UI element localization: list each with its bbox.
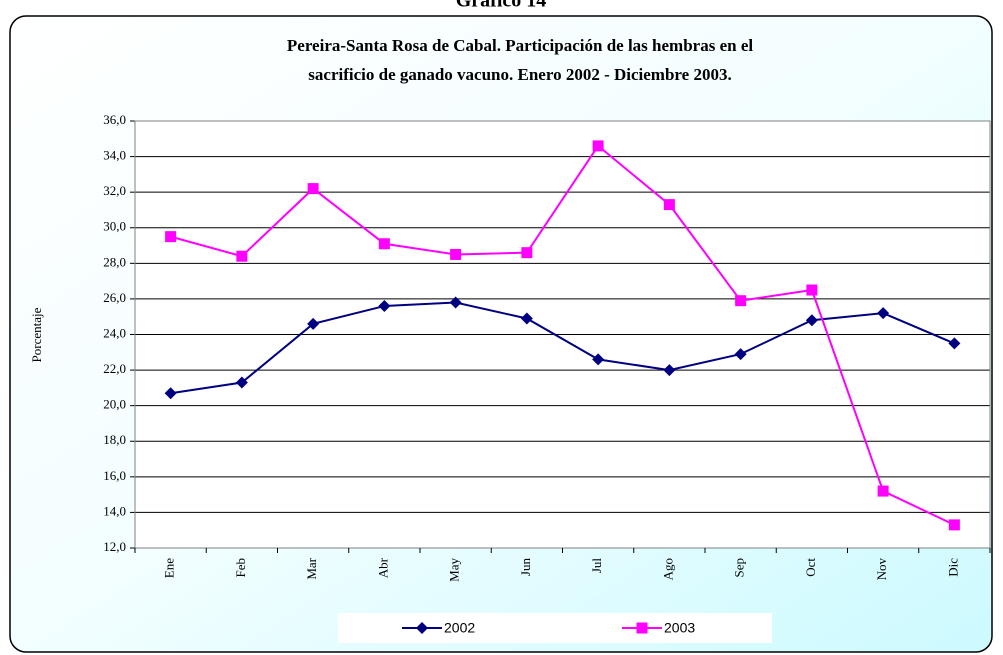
y-tick-label: 16,0 bbox=[103, 468, 126, 483]
data-point bbox=[449, 296, 462, 309]
data-point bbox=[806, 284, 818, 296]
y-tick-label: 32,0 bbox=[103, 183, 126, 198]
x-tick-label: May bbox=[447, 558, 462, 582]
y-axis-label: Porcentaje bbox=[29, 307, 44, 362]
data-point bbox=[165, 231, 177, 243]
data-point bbox=[235, 376, 248, 389]
data-point bbox=[877, 485, 889, 497]
series-line bbox=[170, 301, 955, 395]
legend-marker bbox=[636, 622, 648, 634]
data-point bbox=[307, 317, 320, 330]
x-tick-label: Ago bbox=[660, 558, 675, 580]
data-point bbox=[520, 312, 533, 325]
data-point bbox=[948, 519, 960, 531]
x-tick-label: Ene bbox=[162, 558, 177, 578]
chart-title: Pereira-Santa Rosa de Cabal. Participaci… bbox=[287, 36, 753, 55]
x-tick-label: Abr bbox=[375, 557, 390, 578]
data-point bbox=[378, 238, 390, 250]
data-point bbox=[663, 199, 675, 211]
data-point bbox=[450, 248, 462, 260]
x-tick-label: Sep bbox=[732, 558, 747, 578]
legend-label: 2002 bbox=[444, 620, 475, 636]
data-point bbox=[663, 364, 676, 377]
y-tick-label: 14,0 bbox=[103, 503, 126, 518]
x-tick-label: Oct bbox=[803, 558, 818, 577]
data-point bbox=[734, 348, 747, 361]
y-tick-label: 12,0 bbox=[103, 539, 126, 554]
x-tick-label: Jul bbox=[589, 558, 604, 574]
chart-title: sacrificio de ganado vacuno. Enero 2002 … bbox=[308, 65, 731, 84]
y-tick-label: 28,0 bbox=[103, 254, 126, 269]
legend-marker bbox=[416, 622, 428, 634]
x-tick-label: Mar bbox=[304, 557, 319, 579]
data-point bbox=[521, 247, 533, 259]
data-point bbox=[948, 337, 961, 350]
legend-label: 2003 bbox=[664, 620, 695, 636]
data-point bbox=[735, 295, 747, 307]
y-tick-label: 26,0 bbox=[103, 290, 126, 305]
data-point bbox=[236, 250, 248, 262]
data-point bbox=[592, 140, 604, 152]
y-tick-label: 18,0 bbox=[103, 432, 126, 447]
y-tick-label: 36,0 bbox=[103, 112, 126, 127]
data-point bbox=[877, 307, 890, 320]
y-tick-label: 30,0 bbox=[103, 219, 126, 234]
y-tick-label: 22,0 bbox=[103, 361, 126, 376]
x-tick-label: Nov bbox=[874, 558, 889, 581]
y-tick-label: 24,0 bbox=[103, 325, 126, 340]
data-point bbox=[164, 387, 177, 400]
heading: Gráfico 14 bbox=[456, 0, 547, 12]
data-point bbox=[378, 300, 391, 313]
series-line bbox=[170, 144, 955, 526]
x-tick-label: Jun bbox=[518, 558, 533, 577]
x-tick-label: Feb bbox=[233, 558, 248, 578]
data-point bbox=[592, 353, 605, 366]
x-tick-label: Dic bbox=[945, 558, 960, 577]
data-point bbox=[805, 314, 818, 327]
y-tick-label: 20,0 bbox=[103, 397, 126, 412]
data-point bbox=[307, 183, 319, 195]
y-tick-label: 34,0 bbox=[103, 148, 126, 163]
